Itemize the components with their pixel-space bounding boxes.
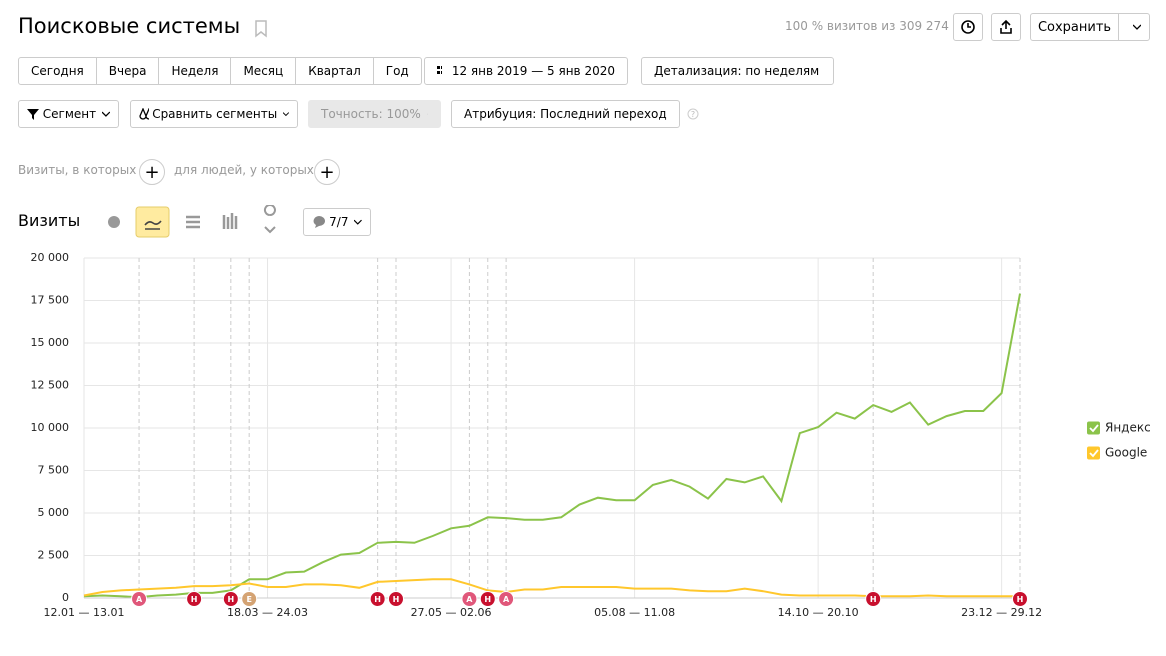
help-icon[interactable]: ? [687, 108, 699, 120]
annotation-marker[interactable]: Н [479, 591, 496, 607]
area-icon[interactable] [186, 215, 200, 229]
annotation-dot [222, 591, 239, 607]
add-condition[interactable]: + [139, 159, 165, 185]
annotation-marker[interactable]: Н [865, 591, 882, 607]
segment-button[interactable]: Сегмент [18, 100, 119, 128]
annotation-label: Н [374, 595, 381, 604]
annotation-label: Н [191, 595, 198, 604]
period-button[interactable]: Сегодня [18, 57, 97, 85]
condition-label: для людей, у которых [174, 163, 314, 177]
map-icon[interactable] [263, 205, 276, 234]
page-title: Поисковые системы [18, 14, 241, 38]
attribution-button[interactable]: Атрибуция: Последний переход [451, 100, 680, 128]
y-tick-label: 15 000 [31, 336, 70, 349]
annotation-label: А [503, 595, 510, 604]
bar-icon[interactable] [222, 213, 238, 229]
series-line [83, 578, 1020, 598]
share-info: 100 % визитов из 309 274 [785, 19, 949, 33]
compare-button[interactable]: Сравнить сегменты [130, 100, 298, 128]
annotation-marker[interactable]: А [461, 591, 478, 607]
x-tick-label: 23.12 — 29.12 [961, 606, 1042, 619]
x-tick-label: 05.08 — 11.08 [594, 606, 675, 619]
period-group: Сегодня Вчера Неделя Месяц Квартал Год [18, 57, 422, 85]
filter-label: Сегмент [42, 107, 97, 121]
detail-select[interactable]: Детализация: по неделям [641, 57, 834, 85]
filter-label: Точность: 100% [321, 107, 421, 121]
annotation-marker[interactable]: Н [388, 591, 404, 607]
annotation-label: А [466, 595, 473, 604]
date-range: 12 янв 2019 — 5 янв 2020 [451, 64, 615, 78]
annotation-label: Н [227, 595, 234, 604]
x-tick-label: 18.03 — 24.03 [227, 606, 308, 619]
y-tick-label: 20 000 [31, 251, 70, 264]
annotation-label: Е [246, 595, 251, 604]
series-line [83, 293, 1021, 599]
annotation-dot [865, 591, 882, 607]
save-menu[interactable] [1118, 13, 1150, 41]
svg-text:?: ? [691, 110, 695, 119]
annotation-dot [388, 591, 404, 607]
chart-type-switch [108, 205, 276, 238]
export-button[interactable] [991, 13, 1021, 41]
notes-count: 7/7 [329, 215, 349, 229]
annotation-dot [131, 591, 148, 607]
chart-title: Визиты [18, 211, 81, 230]
annotation-marker[interactable]: Н [186, 591, 203, 607]
condition-label: Визиты, в которых [18, 163, 137, 177]
history-button[interactable] [953, 13, 983, 41]
x-tick-label: 27.05 — 02.06 [411, 606, 492, 619]
y-tick-label: 17 500 [31, 294, 70, 307]
annotation-marker[interactable]: Н [369, 591, 386, 607]
x-tick-label: 14.10 — 20.10 [778, 606, 859, 619]
detail-label: Детализация: по неделям [654, 64, 820, 78]
legend-check [1089, 424, 1099, 433]
annotation-marker[interactable]: А [131, 591, 148, 607]
annotation-dot [241, 591, 258, 607]
bookmark-icon[interactable] [254, 20, 268, 38]
annotation-label: Н [1017, 595, 1024, 604]
notes-filter[interactable]: 7/7 [303, 208, 371, 236]
pie-icon[interactable] [108, 216, 120, 228]
period-button[interactable]: Квартал [295, 57, 374, 85]
legend-check [1089, 449, 1099, 458]
x-tick-label: 12.01 — 13.01 [44, 606, 125, 619]
legend-label: Яндекс [1105, 421, 1151, 435]
save-group: Сохранить [1030, 13, 1150, 41]
annotation-marker[interactable]: А [498, 591, 515, 607]
annotation-label: А [136, 595, 143, 604]
period-button[interactable]: Неделя [158, 57, 232, 85]
y-tick-label: 2 500 [38, 549, 70, 562]
y-tick-label: 10 000 [31, 421, 70, 434]
annotation-marker[interactable]: Н [222, 591, 239, 607]
annotation-dot [186, 591, 203, 607]
save-button[interactable]: Сохранить [1030, 13, 1119, 41]
y-tick-label: 12 500 [31, 379, 70, 392]
annotation-label: Н [393, 595, 400, 604]
y-tick-label: 7 500 [38, 464, 70, 477]
legend-label: Google [1105, 446, 1147, 460]
period-button[interactable]: Вчера [95, 57, 160, 85]
y-tick-label: 5 000 [38, 506, 70, 519]
annotation-dot [498, 591, 515, 607]
annotation-marker[interactable]: Е [241, 591, 258, 607]
annotation-dot [1012, 591, 1028, 607]
annotation-marker[interactable]: Н [1012, 591, 1028, 607]
legend-checkbox[interactable] [1087, 421, 1100, 435]
legend-checkbox[interactable] [1087, 446, 1100, 460]
filter-label: Атрибуция: Последний переход [464, 107, 667, 121]
annotation-dot [479, 591, 496, 607]
date-picker[interactable]: 12 янв 2019 — 5 янв 2020 [424, 57, 628, 85]
filter-label: Сравнить сегменты [152, 107, 278, 121]
period-button[interactable]: Месяц [230, 57, 297, 85]
annotation-dot [461, 591, 478, 607]
annotation-label: Н [484, 595, 491, 604]
y-tick-label: 0 [62, 591, 69, 604]
add-condition[interactable]: + [314, 159, 340, 185]
annotation-label: Н [870, 595, 877, 604]
accuracy-button[interactable]: Точность: 100% [308, 100, 441, 128]
annotation-dot [369, 591, 386, 607]
period-button[interactable]: Год [372, 57, 422, 85]
